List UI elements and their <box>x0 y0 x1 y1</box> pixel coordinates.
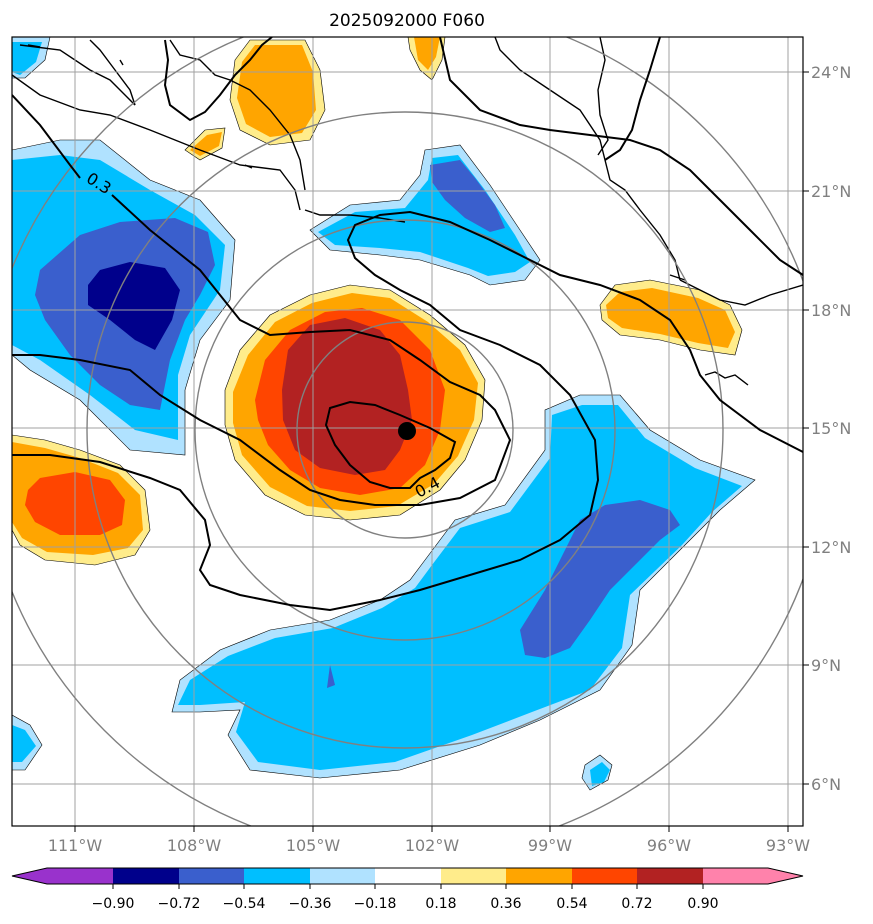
colorbar-swatch <box>179 868 244 884</box>
colorbar-swatch <box>637 868 703 884</box>
colorbar-swatch <box>113 868 179 884</box>
lon-tick-label: 96°W <box>647 836 691 855</box>
contour-0.3 <box>12 194 512 506</box>
colorbar-outline <box>11 867 804 885</box>
map-frame <box>11 36 804 827</box>
colorbar-tick-label: 0.54 <box>556 896 587 912</box>
colorbar-tick-label: 0.72 <box>621 896 652 912</box>
latitude-axis: 24°N 21°N 18°N 15°N 12°N 9°N 6°N <box>803 63 851 794</box>
colorbar-swatch <box>244 868 310 884</box>
gridlines <box>12 37 803 826</box>
colorbar-extend-low <box>12 868 47 884</box>
colorbar-tick-label: −0.36 <box>289 896 332 912</box>
contour-0.3-segment <box>12 94 81 179</box>
contour-lines <box>12 37 803 612</box>
colorbar-swatch <box>310 868 375 884</box>
colorbar-swatch <box>441 868 506 884</box>
coastlines <box>12 37 803 386</box>
contour-north-west <box>163 37 273 122</box>
colorbar-tick-label: −0.90 <box>92 896 135 912</box>
colorbar-extend-high <box>768 868 803 884</box>
contour-0.2 <box>12 210 803 612</box>
lon-tick-label: 108°W <box>167 836 222 855</box>
colorbar-tick-label: 0.90 <box>687 896 718 912</box>
lat-tick-label: 15°N <box>811 419 851 438</box>
colorbar-swatch <box>506 868 572 884</box>
colorbar-tick-label: 0.18 <box>425 896 456 912</box>
lon-tick-label: 105°W <box>286 836 341 855</box>
lat-tick-label: 18°N <box>811 301 851 320</box>
lat-tick-label: 9°N <box>811 656 841 675</box>
map-area: 0.3 0.4 <box>12 37 803 826</box>
colorbar-tick-label: −0.72 <box>158 896 201 912</box>
positive-extreme-anomaly <box>282 318 412 475</box>
lat-tick-label: 21°N <box>811 182 851 201</box>
contour-0.4 <box>324 400 457 489</box>
colorbar-swatch <box>375 868 441 884</box>
lon-tick-label: 99°W <box>528 836 572 855</box>
colorbar-tick-label: −0.18 <box>354 896 397 912</box>
lat-tick-label: 12°N <box>811 538 851 557</box>
lon-tick-label: 102°W <box>405 836 460 855</box>
colorbar-swatch <box>572 868 637 884</box>
colorbar: −0.90 −0.72 −0.54 −0.36 −0.18 0.18 0.36 … <box>11 867 804 912</box>
lon-tick-label: 111°W <box>48 836 103 855</box>
contour-north-east <box>439 37 803 276</box>
range-rings <box>12 37 803 826</box>
lat-tick-label: 6°N <box>811 775 841 794</box>
storm-center-marker <box>398 422 416 440</box>
colorbar-swatch <box>47 868 113 884</box>
figure-title: 2025092000 F060 <box>329 11 485 31</box>
colorbar-swatch <box>703 868 768 884</box>
colorbar-tick-label: −0.54 <box>223 896 266 912</box>
negative-extreme-anomaly <box>88 262 180 350</box>
lon-tick-label: 93°W <box>766 836 810 855</box>
lat-tick-label: 24°N <box>811 63 851 82</box>
longitude-axis: 111°W 108°W 105°W 102°W 99°W 96°W 93°W <box>48 826 810 855</box>
colorbar-tick-label: 0.36 <box>490 896 521 912</box>
